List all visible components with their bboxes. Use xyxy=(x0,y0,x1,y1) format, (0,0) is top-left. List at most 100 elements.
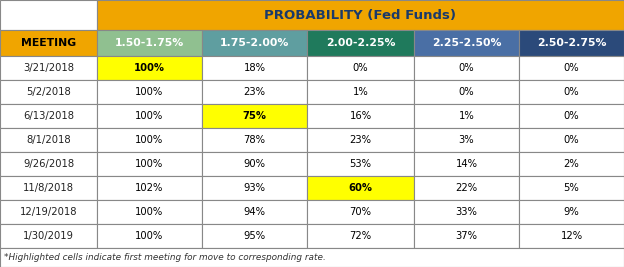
Text: 78%: 78% xyxy=(243,135,265,145)
Bar xyxy=(307,224,414,248)
Bar xyxy=(414,56,519,80)
Bar xyxy=(202,104,307,128)
Text: 1.75-2.00%: 1.75-2.00% xyxy=(220,38,289,48)
Bar xyxy=(97,0,624,30)
Bar xyxy=(202,152,307,176)
Text: 0%: 0% xyxy=(459,63,474,73)
Bar xyxy=(414,200,519,224)
Text: 94%: 94% xyxy=(243,207,265,217)
Text: 2.25-2.50%: 2.25-2.50% xyxy=(432,38,501,48)
Bar xyxy=(519,56,624,80)
Text: 14%: 14% xyxy=(456,159,477,169)
Text: 90%: 90% xyxy=(243,159,265,169)
Bar xyxy=(202,176,307,200)
Text: 100%: 100% xyxy=(134,63,165,73)
Bar xyxy=(97,30,202,56)
Text: *Highlighted cells indicate first meeting for move to corresponding rate.: *Highlighted cells indicate first meetin… xyxy=(4,253,326,262)
Bar xyxy=(97,56,202,80)
Bar xyxy=(97,152,202,176)
Bar xyxy=(414,80,519,104)
Text: 0%: 0% xyxy=(563,111,579,121)
Text: 37%: 37% xyxy=(456,231,477,241)
Text: 0%: 0% xyxy=(459,87,474,97)
Bar xyxy=(307,56,414,80)
Text: 9%: 9% xyxy=(563,207,579,217)
Text: 5%: 5% xyxy=(563,183,579,193)
Text: MEETING: MEETING xyxy=(21,38,76,48)
Text: 11/8/2018: 11/8/2018 xyxy=(23,183,74,193)
Text: 0%: 0% xyxy=(563,63,579,73)
Bar xyxy=(0,224,97,248)
Bar xyxy=(414,224,519,248)
Bar xyxy=(0,0,97,30)
Text: 6/13/2018: 6/13/2018 xyxy=(23,111,74,121)
Bar xyxy=(307,30,414,56)
Text: 23%: 23% xyxy=(243,87,265,97)
Bar xyxy=(0,200,97,224)
Text: 3/21/2018: 3/21/2018 xyxy=(23,63,74,73)
Text: 22%: 22% xyxy=(456,183,477,193)
Text: 95%: 95% xyxy=(243,231,266,241)
Text: 3%: 3% xyxy=(459,135,474,145)
Bar xyxy=(0,80,97,104)
Text: 18%: 18% xyxy=(243,63,265,73)
Text: 70%: 70% xyxy=(349,207,371,217)
Bar xyxy=(97,128,202,152)
Bar xyxy=(0,176,97,200)
Bar xyxy=(307,104,414,128)
Text: 1/30/2019: 1/30/2019 xyxy=(23,231,74,241)
Bar xyxy=(97,224,202,248)
Bar xyxy=(307,200,414,224)
Bar xyxy=(519,104,624,128)
Bar xyxy=(519,176,624,200)
Text: 100%: 100% xyxy=(135,231,163,241)
Bar xyxy=(202,56,307,80)
Bar xyxy=(97,176,202,200)
Bar xyxy=(202,128,307,152)
Text: 23%: 23% xyxy=(349,135,371,145)
Text: 1%: 1% xyxy=(459,111,474,121)
Bar xyxy=(519,128,624,152)
Text: 102%: 102% xyxy=(135,183,163,193)
Bar xyxy=(202,200,307,224)
Bar xyxy=(519,224,624,248)
Bar xyxy=(307,152,414,176)
Text: 5/2/2018: 5/2/2018 xyxy=(26,87,71,97)
Text: 0%: 0% xyxy=(563,87,579,97)
Text: 16%: 16% xyxy=(349,111,371,121)
Bar xyxy=(307,128,414,152)
Text: 75%: 75% xyxy=(243,111,266,121)
Text: 1%: 1% xyxy=(353,87,368,97)
Bar xyxy=(414,104,519,128)
Bar xyxy=(519,152,624,176)
Bar xyxy=(519,200,624,224)
Text: 2%: 2% xyxy=(563,159,579,169)
Text: 9/26/2018: 9/26/2018 xyxy=(23,159,74,169)
Text: 100%: 100% xyxy=(135,111,163,121)
Bar xyxy=(414,128,519,152)
Text: 0%: 0% xyxy=(353,63,368,73)
Bar xyxy=(0,128,97,152)
Bar xyxy=(414,176,519,200)
Bar xyxy=(307,176,414,200)
Text: 33%: 33% xyxy=(456,207,477,217)
Text: 12/19/2018: 12/19/2018 xyxy=(20,207,77,217)
Bar xyxy=(0,56,97,80)
Bar xyxy=(0,104,97,128)
Bar xyxy=(202,80,307,104)
Bar xyxy=(97,200,202,224)
Text: 100%: 100% xyxy=(135,87,163,97)
Text: 100%: 100% xyxy=(135,135,163,145)
Text: 2.50-2.75%: 2.50-2.75% xyxy=(537,38,607,48)
Bar xyxy=(414,30,519,56)
Text: 100%: 100% xyxy=(135,159,163,169)
Bar xyxy=(307,80,414,104)
Text: 72%: 72% xyxy=(349,231,371,241)
Bar xyxy=(0,30,97,56)
Text: 12%: 12% xyxy=(560,231,583,241)
Bar xyxy=(202,224,307,248)
Bar xyxy=(97,80,202,104)
Text: 93%: 93% xyxy=(243,183,265,193)
Bar xyxy=(414,152,519,176)
Bar xyxy=(0,248,624,267)
